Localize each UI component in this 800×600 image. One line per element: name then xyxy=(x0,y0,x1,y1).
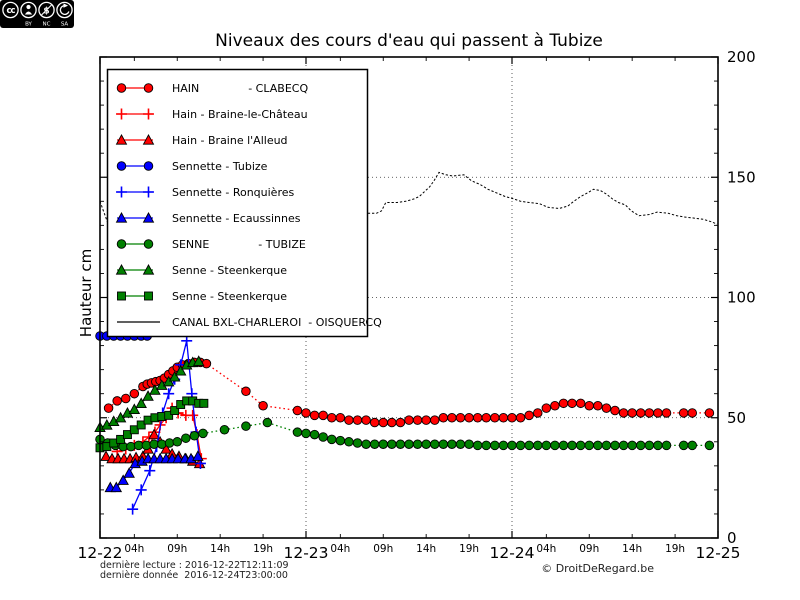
x-hour-label: 04h xyxy=(124,543,144,555)
legend-label: Senne - Steenkerque xyxy=(172,290,287,303)
x-hour-label: 09h xyxy=(373,543,393,555)
series-hain-clabecq xyxy=(103,357,715,428)
x-hour-label: 14h xyxy=(210,543,230,555)
cc-icon: cc xyxy=(6,6,15,16)
x-hour-label: 04h xyxy=(330,543,350,555)
legend-label: Hain - Braine-le-Château xyxy=(172,108,308,121)
series-senne-tubize xyxy=(95,417,715,452)
legend-label: Sennette - Tubize xyxy=(172,160,268,173)
legend-entry-hain-braine-alleud: Hain - Braine l'Alleud xyxy=(115,134,288,147)
x-hour-label: 04h xyxy=(536,543,556,555)
y-tick-label: 100 xyxy=(727,289,756,307)
sa-icon xyxy=(59,3,70,16)
x-hour-label: 14h xyxy=(416,543,436,555)
legend-entry-senne-tubize: SENNE - TUBIZE xyxy=(116,238,306,251)
x-hour-label: 19h xyxy=(459,543,479,555)
series-senne-steenkerque-1 xyxy=(94,355,205,433)
footer-last-data: dernière donnée 2016-12-24T23:00:00 xyxy=(100,570,288,581)
legend-label: CANAL BXL-CHARLEROI - OISQUERCQ xyxy=(172,316,382,329)
footer-last-reading: dernière lecture : 2016-12-22T12:11:09 xyxy=(100,560,289,571)
legend-label: HAIN - CLABECQ xyxy=(172,82,308,95)
nc-icon: $ xyxy=(41,4,52,16)
legend-entry-sennette-tubize: Sennette - Tubize xyxy=(116,160,268,173)
license-term: SA xyxy=(61,22,69,28)
y-tick-label: 50 xyxy=(727,409,746,427)
series-canal-bxl-charleroi xyxy=(99,171,718,233)
y-axis-label: Hauteur cm xyxy=(77,248,95,338)
x-day-label: 12-23 xyxy=(283,544,328,562)
y-tick-label: 0 xyxy=(727,529,737,547)
cc-license-badge: cc $ BY NC SA xyxy=(0,0,74,28)
x-day-label: 12-22 xyxy=(77,544,122,562)
x-hour-label: 19h xyxy=(253,543,273,555)
legend-entry-hain-braine-le-chateau: Hain - Braine-le-Château xyxy=(116,108,308,121)
legend-entry-senne-steenkerque-2: Senne - Steenkerque xyxy=(117,290,287,303)
x-hour-label: 09h xyxy=(167,543,187,555)
legend-entry-senne-steenkerque-1: Senne - Steenkerque xyxy=(115,264,287,277)
legend-label: Sennette - Ecaussinnes xyxy=(172,212,301,225)
license-term: BY xyxy=(25,22,32,28)
legend-label: Senne - Steenkerque xyxy=(172,264,287,277)
x-day-label: 12-25 xyxy=(695,544,740,562)
legend-label: Hain - Braine l'Alleud xyxy=(172,134,288,147)
by-icon xyxy=(24,4,33,15)
license-term: NC xyxy=(43,22,51,28)
legend-label: SENNE - TUBIZE xyxy=(172,238,306,251)
x-hour-label: 19h xyxy=(665,543,685,555)
copyright-text: © DroitDeRegard.be xyxy=(541,562,654,575)
legend-entry-sennette-ecaussinnes: Sennette - Ecaussinnes xyxy=(115,212,301,225)
y-tick-label: 200 xyxy=(727,48,756,66)
chart-title: Niveaux des cours d'eau qui passent à Tu… xyxy=(215,31,603,51)
svg-text:$: $ xyxy=(43,6,49,16)
x-hour-label: 14h xyxy=(622,543,642,555)
legend-entry-canal-bxl-charleroi: CANAL BXL-CHARLEROI - OISQUERCQ xyxy=(117,316,382,329)
series-senne-steenkerque-2 xyxy=(95,396,209,453)
x-day-label: 12-24 xyxy=(489,544,534,562)
y-tick-label: 150 xyxy=(727,168,756,186)
legend-entry-hain-clabecq: HAIN - CLABECQ xyxy=(116,82,308,95)
legend-label: Sennette - Ronquières xyxy=(172,186,294,199)
x-hour-label: 09h xyxy=(579,543,599,555)
legend-entry-sennette-ronquieres: Sennette - Ronquières xyxy=(116,186,294,199)
legend: HAIN - CLABECQ Hain - Braine-le-Château Ha… xyxy=(106,68,382,338)
series-sennette-ecaussinnes xyxy=(104,450,204,493)
